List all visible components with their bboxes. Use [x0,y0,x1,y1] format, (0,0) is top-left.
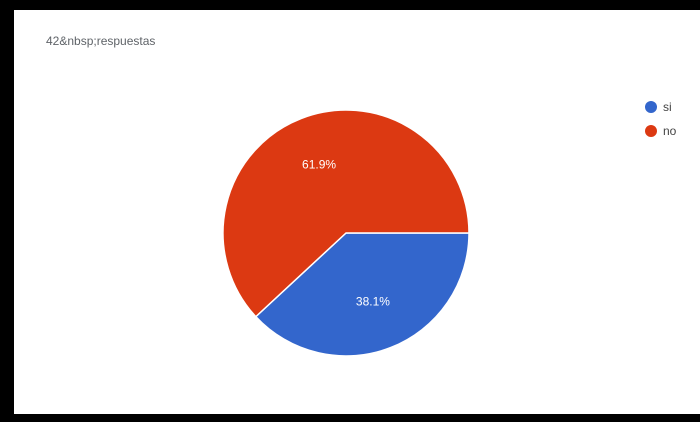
pie-slices [222,109,470,357]
legend-label-no: no [663,124,677,138]
pie-slice-si [254,232,470,357]
legend: si no [645,100,677,138]
slice-labels: 38.1% 61.9% [302,157,390,308]
legend-marker-no [645,125,657,137]
pie-chart: 38.1% 61.9% si no [222,100,677,357]
legend-marker-si [645,101,657,113]
pie-slice-no [222,109,470,318]
chart-card: 42&nbsp;respuestas 38.1% 61.9% si no [14,10,700,414]
slice-label-si: 38.1% [356,295,390,309]
legend-label-si: si [663,100,672,114]
slice-label-no: 61.9% [302,157,336,171]
response-count: 42&nbsp;respuestas [46,34,156,48]
